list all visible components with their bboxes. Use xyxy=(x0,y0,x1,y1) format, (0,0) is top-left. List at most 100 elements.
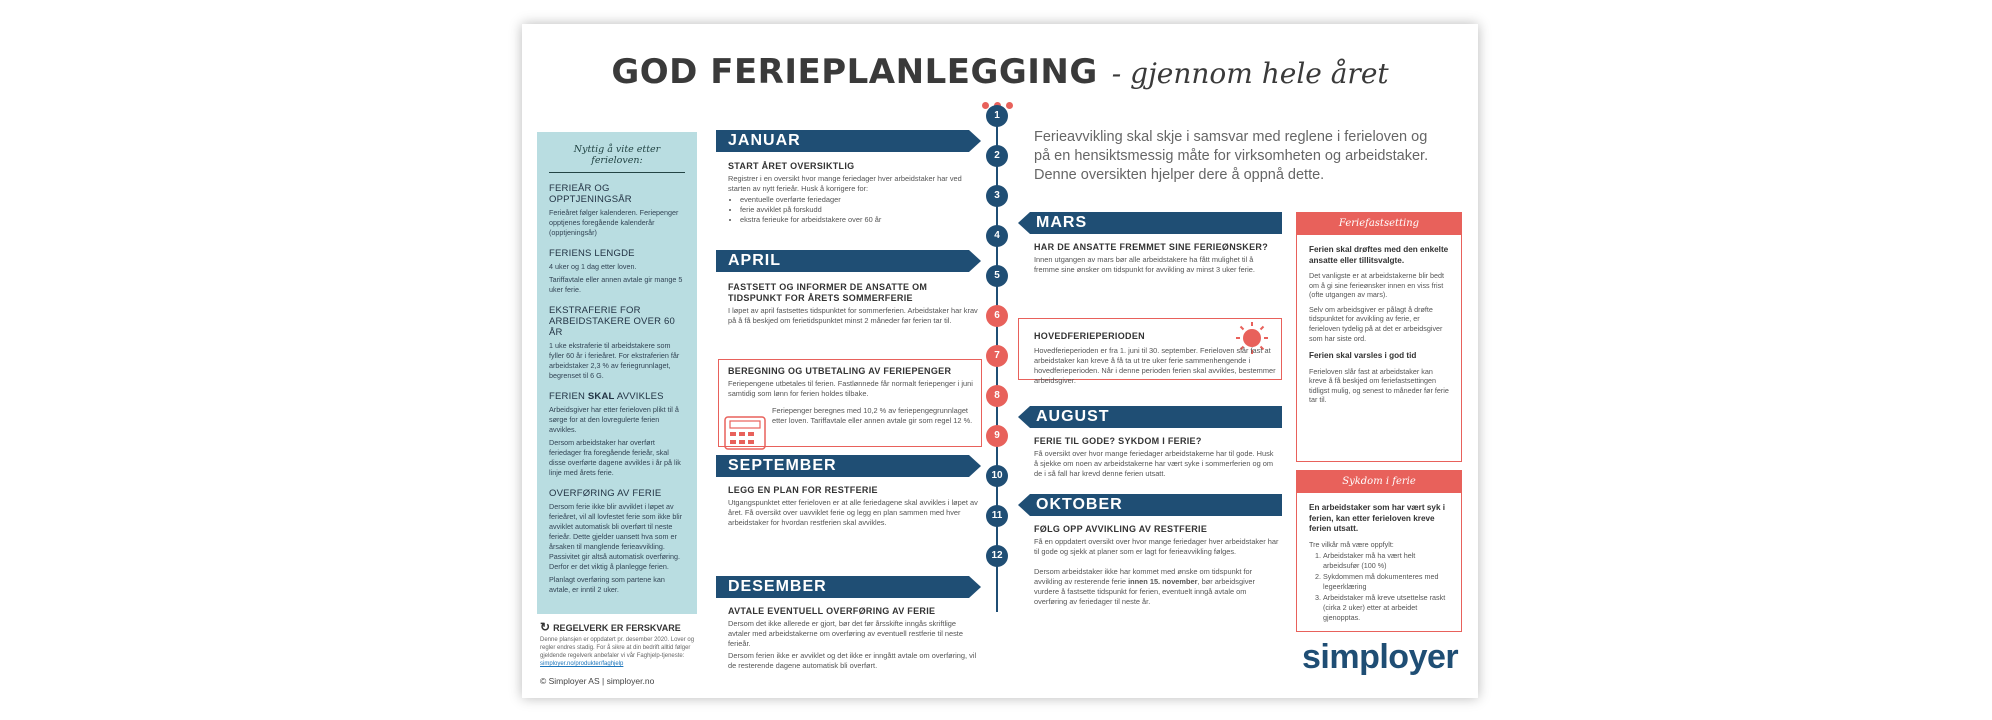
poster-sheet: GOD FERIEPLANLEGGING - gjennom hele året … xyxy=(522,24,1478,698)
list-item: ekstra ferieuke for arbeidstakere over 6… xyxy=(740,215,978,225)
banner-august: AUGUST xyxy=(1018,406,1282,428)
list-item: ferie avviklet på forskudd xyxy=(740,205,978,215)
timeline-node-11: 11 xyxy=(986,505,1008,527)
section-august: FERIE TIL GODE? SYKDOM I FERIE? Få overs… xyxy=(1034,436,1279,479)
timeline-node-12: 12 xyxy=(986,545,1008,567)
timeline-node-4: 4 xyxy=(986,225,1008,247)
feriefastsetting-text-2: Selv om arbeidsgiver er pålagt å drøfte … xyxy=(1309,304,1443,343)
refresh-icon: ↻ xyxy=(540,620,551,634)
info-heading-skal-avvikles: FERIEN SKAL AVVIKLES xyxy=(549,391,664,402)
section-april: FASTSETT OG INFORMER DE ANSATTE OM TIDSP… xyxy=(728,282,978,326)
januar-text: Registrer i en oversikt hvor mange ferie… xyxy=(728,174,962,193)
timeline-node-1: 1 xyxy=(986,105,1008,127)
info-text: Tariffavtale eller annen avtale gir mang… xyxy=(549,275,683,294)
desember-heading: AVTALE EVENTUELL OVERFØRING AV FERIE xyxy=(728,606,936,616)
oktober-text: Få en oppdatert oversikt over hvor mange… xyxy=(1034,537,1279,556)
section-mars: HAR DE ANSATTE FREMMET SINE FERIEØNSKER?… xyxy=(1034,242,1279,275)
info-panel-title: Nyttig å vite etter ferieloven: xyxy=(549,144,685,173)
banner-januar: JANUAR xyxy=(716,130,981,152)
timeline-node-10: 10 xyxy=(986,465,1008,487)
section-feriepenger: BEREGNING OG UTBETALING AV FERIEPENGER F… xyxy=(728,366,976,399)
info-text: Planlagt overføring som partene kan avta… xyxy=(549,575,665,594)
timeline-node-2: 2 xyxy=(986,145,1008,167)
simployer-logo: simployer xyxy=(1302,638,1459,676)
info-text: Dersom ferie ikke blir avviklet i løpet … xyxy=(549,502,683,571)
feriefastsetting-panel: Feriefastsetting Ferien skal drøftes med… xyxy=(1296,212,1462,462)
hovedferie-text: Hovedferieperioden er fra 1. juni til 30… xyxy=(1034,346,1276,385)
info-text: 4 uker og 1 dag etter loven. xyxy=(549,262,637,271)
banner-desember: DESEMBER xyxy=(716,576,981,598)
banner-september: SEPTEMBER xyxy=(716,455,981,477)
regelverk-text: Denne plansjen er oppdatert pr. desember… xyxy=(540,637,695,667)
timeline-node-9: 9 xyxy=(986,425,1008,447)
feriefastsetting-text-3: Ferieloven slår fast at arbeidstaker kan… xyxy=(1309,366,1449,405)
calculator-icon xyxy=(724,416,766,450)
info-heading-lengde: FERIENS LENGDE xyxy=(549,248,635,259)
title-main: GOD FERIEPLANLEGGING xyxy=(611,52,1098,92)
section-hovedferie: HOVEDFERIEPERIODEN xyxy=(1034,331,1234,342)
mars-text: Innen utgangen av mars bør alle arbeidst… xyxy=(1034,255,1255,274)
hovedferie-heading: HOVEDFERIEPERIODEN xyxy=(1034,331,1145,341)
mars-heading: HAR DE ANSATTE FREMMET SINE FERIEØNSKER? xyxy=(1034,242,1269,252)
info-heading-ekstraferie: EKSTRAFERIE FOR ARBEIDSTAKERE OVER 60 ÅR xyxy=(549,305,675,338)
august-heading: FERIE TIL GODE? SYKDOM I FERIE? xyxy=(1034,436,1202,446)
section-september: LEGG EN PLAN FOR RESTFERIE Utgangspunkte… xyxy=(728,485,978,528)
info-panel: Nyttig å vite etter ferieloven: FERIEÅR … xyxy=(537,132,697,614)
januar-heading: START ÅRET OVERSIKTLIG xyxy=(728,161,855,171)
sykdom-bold: En arbeidstaker som har vært syk i ferie… xyxy=(1309,503,1446,533)
copyright: © Simployer AS | simployer.no xyxy=(540,676,655,686)
oktober-text-2: Dersom arbeidstaker ikke har kommet med … xyxy=(1034,567,1256,606)
section-feriepenger-2: Feriepenger beregnes med 10,2 % av ferie… xyxy=(772,404,976,426)
info-text: Ferieåret følger kalenderen. Feriepenger… xyxy=(549,208,679,237)
banner-oktober: OKTOBER xyxy=(1018,494,1282,516)
sykdom-text: Tre vilkår må være oppfylt: xyxy=(1309,539,1394,549)
list-item: Arbeidstaker må ha vært helt arbeidsufør… xyxy=(1323,551,1449,570)
page-title: GOD FERIEPLANLEGGING - gjennom hele året xyxy=(522,52,1478,92)
feriefastsetting-bold-2: Ferien skal varsles i god tid xyxy=(1309,351,1417,361)
list-item: eventuelle overførte feriedager xyxy=(740,195,978,205)
regelverk-note: ↻ REGELVERK ER FERSKVARE Denne plansjen e… xyxy=(540,620,700,668)
section-hovedferie-text: Hovedferieperioden er fra 1. juni til 30… xyxy=(1034,344,1276,386)
banner-april: APRIL xyxy=(716,250,981,272)
feriepenger-heading: BEREGNING OG UTBETALING AV FERIEPENGER xyxy=(728,366,952,376)
feriefastsetting-bold-1: Ferien skal drøftes med den enkelte ansa… xyxy=(1309,245,1449,265)
list-item: Sykdommen må dokumenteres med legeerklær… xyxy=(1323,572,1449,591)
banner-mars: MARS xyxy=(1018,212,1282,234)
august-text: Få oversikt over hvor mange feriedager a… xyxy=(1034,449,1274,478)
desember-text: Dersom det ikke allerede er gjort, bør d… xyxy=(728,619,963,648)
list-item: Arbeidstaker må kreve utsettelse raskt (… xyxy=(1323,593,1449,622)
faghjelp-link[interactable]: simployer.no/produkter/faghjelp xyxy=(540,661,624,667)
info-text: 1 uke ekstraferie til arbeidstakere som … xyxy=(549,341,680,380)
feriepenger-text-2: Feriepenger beregnes med 10,2 % av ferie… xyxy=(772,406,973,425)
section-januar: START ÅRET OVERSIKTLIG Registrer i en ov… xyxy=(728,161,978,225)
feriefastsetting-text-1: Det vanligste er at arbeidstakerne blir … xyxy=(1309,271,1445,300)
feriepenger-text: Feriepengene utbetales til ferien. Fastl… xyxy=(728,379,973,398)
sykdom-title: Sykdom i ferie xyxy=(1297,471,1461,493)
title-sub: - gjennom hele året xyxy=(1111,57,1389,90)
feriefastsetting-title: Feriefastsetting xyxy=(1297,213,1461,235)
januar-list: eventuelle overførte feriedager ferie av… xyxy=(728,195,978,225)
timeline-node-6: 6 xyxy=(986,305,1008,327)
intro-text: Ferieavvikling skal skje i samsvar med r… xyxy=(1034,129,1429,183)
feriepenger-box xyxy=(718,359,982,447)
section-desember: AVTALE EVENTUELL OVERFØRING AV FERIE Der… xyxy=(728,606,978,671)
april-heading: FASTSETT OG INFORMER DE ANSATTE OM TIDSP… xyxy=(728,282,928,303)
info-text: Dersom arbeidstaker har overført ferieda… xyxy=(549,438,681,477)
desember-text-2: Dersom ferien ikke er avviklet og det ik… xyxy=(728,651,977,670)
oktober-heading: FØLG OPP AVVIKLING AV RESTFERIE xyxy=(1034,524,1208,534)
section-oktober: FØLG OPP AVVIKLING AV RESTFERIE Få en op… xyxy=(1034,524,1279,607)
sun-icon xyxy=(1236,322,1268,354)
hovedferie-box xyxy=(1018,318,1282,380)
april-text: I løpet av april fastsettes tidspunktet … xyxy=(728,306,978,325)
timeline-node-3: 3 xyxy=(986,185,1008,207)
timeline-node-8: 8 xyxy=(986,385,1008,407)
sykdom-list: Arbeidstaker må ha vært helt arbeidsufør… xyxy=(1309,551,1449,622)
info-text: Arbeidsgiver har etter ferieloven plikt … xyxy=(549,405,679,434)
timeline-node-7: 7 xyxy=(986,345,1008,367)
september-heading: LEGG EN PLAN FOR RESTFERIE xyxy=(728,485,878,495)
september-text: Utgangspunktet etter ferieloven er at al… xyxy=(728,498,978,527)
sykdom-panel: Sykdom i ferie En arbeidstaker som har v… xyxy=(1296,470,1462,632)
info-heading-overforing: OVERFØRING AV FERIE xyxy=(549,488,662,499)
info-heading-ferieaar: FERIEÅR OG OPPTJENINGSÅR xyxy=(549,183,632,205)
regelverk-heading: ↻ REGELVERK ER FERSKVARE xyxy=(540,620,681,634)
